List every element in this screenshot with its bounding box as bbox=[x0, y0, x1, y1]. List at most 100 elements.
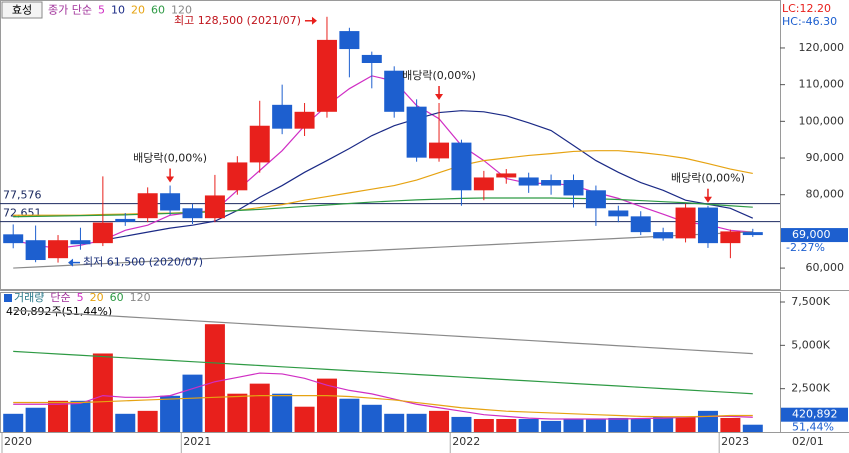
lc-label: LC:12.20 bbox=[782, 2, 831, 15]
volume-bar bbox=[249, 383, 270, 432]
last-price-label: 69,000 bbox=[792, 228, 831, 241]
volume-bar bbox=[294, 406, 315, 432]
legend-swatch bbox=[4, 294, 12, 302]
annotation: 배당락(0,00%) bbox=[671, 172, 745, 185]
candle-body bbox=[70, 240, 91, 245]
annotation: 최저 61,500 (2020/07) bbox=[83, 256, 203, 269]
candle-body bbox=[675, 207, 696, 239]
last-price-box bbox=[781, 228, 848, 243]
x-tick-label: 2020 bbox=[4, 435, 32, 448]
candle-body bbox=[227, 162, 248, 191]
reference-label: 72,651 bbox=[3, 207, 42, 220]
candle-body bbox=[585, 190, 606, 209]
candle-body bbox=[451, 142, 472, 191]
candle-body bbox=[316, 39, 337, 112]
candle-body bbox=[496, 173, 517, 178]
volume-bar bbox=[451, 416, 472, 432]
annotation-arrowhead bbox=[703, 196, 712, 203]
last-volume-label: 420,892 bbox=[792, 408, 838, 421]
last-price-change: -2.27% bbox=[786, 241, 825, 254]
ma-line bbox=[13, 197, 753, 218]
candle-body bbox=[272, 104, 293, 129]
volume-bar bbox=[384, 413, 405, 432]
candle-body bbox=[160, 193, 181, 211]
volume-bar bbox=[361, 404, 382, 432]
y-tick-label: 120,000 bbox=[799, 41, 845, 54]
y-tick-label: 60,000 bbox=[806, 261, 845, 274]
volume-bar bbox=[496, 419, 517, 432]
ma-line bbox=[13, 372, 753, 420]
volume-bar bbox=[742, 424, 763, 432]
x-tick-label: 2021 bbox=[183, 435, 211, 448]
legend-label: 거래량 bbox=[14, 291, 44, 304]
candle-body bbox=[25, 240, 46, 261]
candle-body bbox=[137, 193, 158, 219]
volume-bar bbox=[429, 410, 450, 432]
candle-body bbox=[406, 106, 427, 158]
ma-line bbox=[13, 309, 753, 355]
candle-body bbox=[384, 70, 405, 112]
legend-label: 종가 단순 bbox=[48, 4, 92, 17]
volume-bar bbox=[316, 378, 337, 432]
hc-label: HC:-46.30 bbox=[782, 15, 837, 28]
volume-bar bbox=[70, 400, 91, 432]
legend-entry: 60 bbox=[151, 4, 165, 17]
candle-body bbox=[697, 207, 718, 244]
volume-bar bbox=[541, 420, 562, 432]
candle-body bbox=[361, 54, 382, 64]
candle-body bbox=[3, 234, 24, 244]
volume-bar bbox=[653, 416, 674, 432]
price-panel bbox=[0, 0, 781, 290]
candle-body bbox=[608, 210, 629, 217]
ma-line bbox=[13, 231, 753, 269]
candle-body bbox=[92, 222, 113, 244]
x-tick-label: 2023 bbox=[721, 435, 749, 448]
y-tick-label: 2,500K bbox=[791, 382, 830, 395]
legend-entry: 5 bbox=[98, 4, 105, 17]
volume-bar bbox=[160, 395, 181, 432]
volume-bar bbox=[406, 413, 427, 432]
volume-bar bbox=[585, 419, 606, 432]
candle-body bbox=[339, 31, 360, 50]
annotation: 배당락(0,00%) bbox=[402, 69, 476, 82]
candle-body bbox=[518, 177, 539, 186]
y-tick-label: 90,000 bbox=[806, 151, 845, 164]
last-volume-change: 51,44% bbox=[792, 421, 834, 434]
annotation: 최고 128,500 (2021/07) bbox=[174, 14, 301, 27]
candle-body bbox=[541, 180, 562, 186]
ma-line bbox=[13, 395, 753, 418]
annotation-arrowhead bbox=[311, 16, 317, 25]
annotation: 배당락(0,00%) bbox=[133, 152, 207, 165]
legend-entry: 20 bbox=[131, 4, 145, 17]
ma-line bbox=[102, 110, 754, 241]
candle-body bbox=[48, 240, 69, 259]
volume-bar bbox=[182, 374, 203, 432]
reference-label: 77,576 bbox=[3, 189, 42, 202]
volume-bar bbox=[115, 413, 136, 432]
volume-bar bbox=[675, 416, 696, 432]
candle-body bbox=[473, 177, 494, 191]
volume-bar bbox=[473, 419, 494, 432]
volume-bar bbox=[204, 324, 225, 432]
volume-bar bbox=[720, 417, 741, 432]
volume-bar bbox=[272, 393, 293, 432]
candle-body bbox=[115, 218, 136, 222]
ma-line bbox=[13, 75, 753, 249]
last-volume-box bbox=[781, 407, 848, 422]
date-label: 02/01 bbox=[792, 435, 824, 448]
y-tick-label: 7,500K bbox=[791, 295, 830, 308]
candle-body bbox=[204, 195, 225, 219]
volume-bar bbox=[563, 419, 584, 432]
volume-bar bbox=[137, 410, 158, 432]
volume-info: 420,892주(51,44%) bbox=[6, 305, 112, 318]
candle-body bbox=[249, 125, 270, 163]
candle-body bbox=[742, 232, 763, 236]
legend-label: 단순 bbox=[50, 291, 70, 304]
volume-bar bbox=[227, 393, 248, 432]
stock-button[interactable] bbox=[1, 1, 43, 19]
volume-bar bbox=[518, 419, 539, 432]
volume-bar bbox=[3, 413, 24, 432]
